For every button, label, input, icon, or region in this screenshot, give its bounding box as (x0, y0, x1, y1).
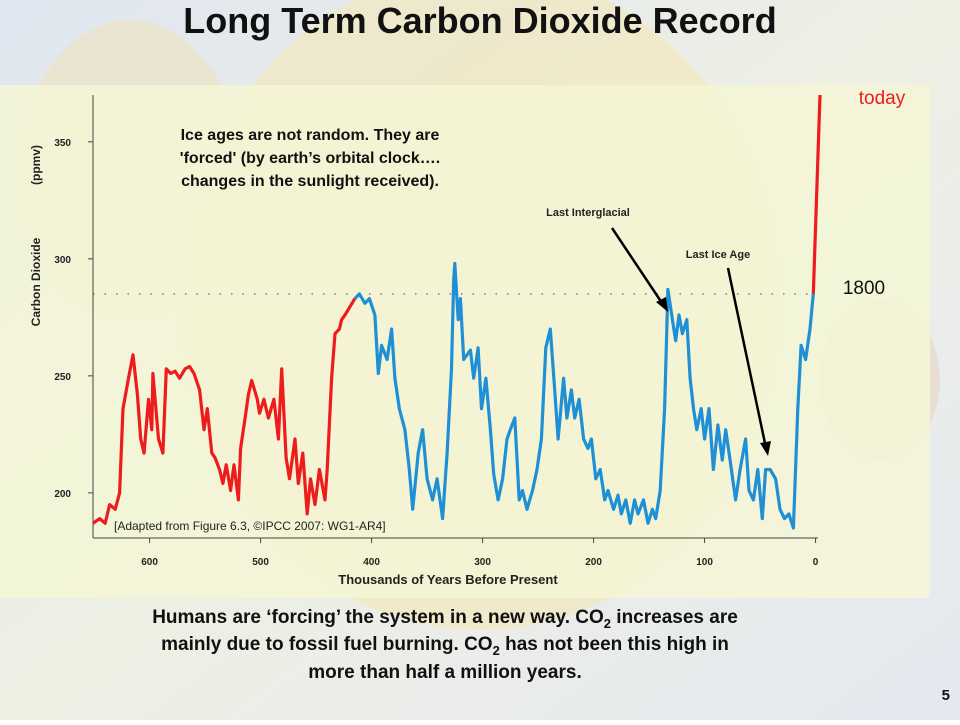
caption-sub: 2 (604, 616, 611, 631)
caption: Humans are ‘forcing’ the system in a new… (152, 607, 738, 631)
caption-text: increases are (611, 607, 738, 628)
data-line (353, 261, 815, 530)
y-axis-label: Carbon Dioxide (29, 237, 43, 326)
data-line (92, 297, 357, 525)
page-number: 5 (942, 687, 950, 704)
x-tick-label: 200 (585, 557, 602, 568)
x-tick-label: 0 (813, 557, 819, 568)
x-tick-label: 400 (363, 557, 380, 568)
arrow-head (760, 441, 771, 456)
annotation: Ice ages are not random. They are (181, 127, 440, 144)
caption: mainly due to fossil fuel burning. CO2 h… (161, 634, 729, 658)
reference-label: 1800 (843, 278, 885, 299)
caption-sub: 2 (493, 643, 500, 658)
plot: 200 250 300 350 600 500 400 300 200 100 0 Thousands… (29, 94, 822, 587)
y-tick-label: 300 (54, 255, 71, 266)
arrow-head (656, 297, 668, 312)
x-tick-label: 500 (252, 557, 269, 568)
plot-panel (0, 85, 930, 598)
annotation: changes in the sunlight received). (181, 173, 439, 190)
x-tick-label: 100 (696, 557, 713, 568)
y-tick-label: 350 (54, 138, 71, 149)
x-tick-label: 300 (474, 557, 491, 568)
y-tick-label: 250 (54, 372, 71, 383)
x-tick-label: 600 (141, 557, 158, 568)
caption-text: Humans are ‘forcing’ the system in a new… (152, 607, 604, 628)
caption-text: has not been this high in (500, 634, 729, 655)
caption-text: mainly due to fossil fuel burning. CO (161, 634, 492, 655)
source: [Adapted from Figure 6.3, ©IPCC 2007: WG… (114, 519, 386, 533)
caption: more than half a million years. (308, 662, 581, 683)
arrow-label: Last Ice Age (686, 249, 750, 261)
arrow (726, 267, 768, 449)
annotation: 'forced' (by earth’s orbital clock…. (180, 150, 440, 167)
y-tick-label: 200 (54, 489, 71, 500)
title: Long Term Carbon Dioxide Record (183, 0, 776, 41)
arrow (610, 227, 666, 307)
y-axis-unit: (ppmv) (29, 145, 43, 185)
x-axis-label: Thousands of Years Before Present (338, 572, 558, 587)
today-label: today (859, 88, 906, 109)
data-line (811, 94, 822, 294)
arrow-label: Last Interglacial (546, 207, 630, 219)
